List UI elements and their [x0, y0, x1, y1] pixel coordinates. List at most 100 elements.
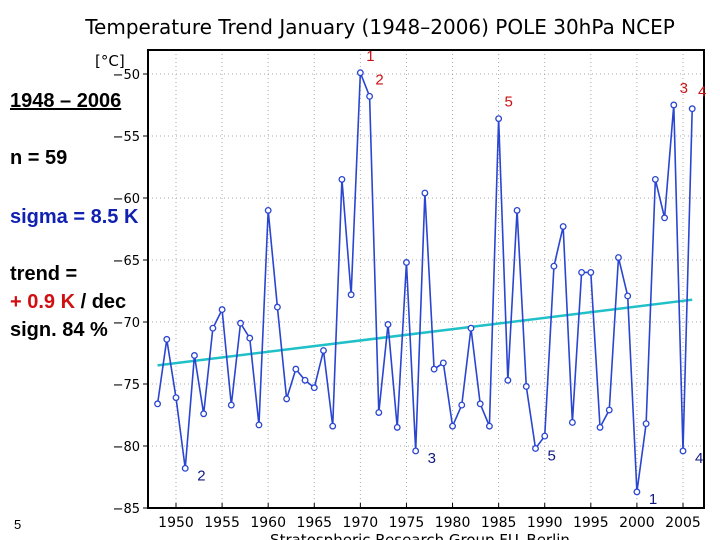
data-point: [661, 214, 669, 222]
data-point: [550, 262, 558, 270]
trend-label: trend =: [10, 263, 78, 285]
x-tick-label: 1965: [296, 515, 332, 531]
y-tick-label: −60: [113, 192, 140, 207]
x-tick-label: 1960: [250, 515, 286, 531]
data-point: [320, 347, 327, 354]
data-point: [209, 324, 217, 332]
data-point: [347, 291, 355, 299]
data-point: [624, 292, 632, 300]
data-point: [154, 400, 162, 408]
data-point: [485, 422, 493, 430]
data-point: [615, 254, 622, 261]
trend-line: [157, 298, 693, 367]
warm-rank-label: 3: [680, 80, 688, 97]
data-point: [642, 420, 650, 428]
data-point: [366, 92, 374, 100]
data-point: [338, 175, 346, 183]
data-point: [679, 447, 687, 455]
data-point: [421, 189, 429, 197]
x-tick-label: 1980: [435, 515, 471, 531]
data-point: [578, 268, 586, 276]
x-tick-label: 2005: [665, 515, 701, 531]
y-tick-label: −50: [113, 68, 140, 83]
data-point: [449, 422, 456, 430]
cold-rank-label: 1: [649, 491, 657, 508]
data-point: [237, 319, 244, 327]
data-point: [476, 400, 484, 408]
y-tick-label: −85: [113, 502, 140, 517]
warm-rank-label: 1: [366, 48, 374, 65]
data-point: [246, 334, 254, 342]
x-tick-label: 1955: [204, 515, 240, 531]
data-point: [670, 101, 678, 109]
data-point: [356, 69, 364, 77]
x-tick-label: 1990: [527, 515, 563, 531]
warm-rank-label: 4: [698, 84, 706, 101]
y-tick-label: −65: [113, 254, 140, 269]
data-point: [218, 306, 226, 314]
data-point: [605, 406, 613, 414]
cold-rank-label: 3: [428, 450, 436, 467]
data-point: [292, 365, 300, 373]
trend-value: + 0.9 K: [10, 291, 76, 313]
data-point: [200, 410, 208, 418]
data-point: [172, 394, 180, 402]
x-tick-label: 2000: [619, 515, 655, 531]
data-point: [532, 445, 539, 452]
x-tick-label: 1950: [158, 515, 194, 531]
y-tick-label: −70: [113, 316, 140, 331]
data-point: [467, 324, 475, 332]
page-number: 5: [14, 517, 21, 532]
data-point: [375, 409, 383, 416]
data-point: [181, 464, 189, 472]
data-point: [522, 383, 530, 390]
y-tick-label: −80: [113, 440, 140, 455]
data-point: [596, 423, 604, 431]
chart-title: Temperature Trend January (1948–2006) PO…: [84, 15, 675, 39]
data-point: [310, 384, 318, 392]
data-point: [513, 206, 521, 214]
y-tick-label: −55: [113, 130, 140, 145]
data-point: [651, 175, 659, 183]
data-point: [568, 418, 576, 426]
y-tick-label: −75: [113, 378, 140, 393]
trend-line-text: + 0.9 K / dec: [10, 291, 126, 314]
warm-rank-label: 5: [504, 94, 512, 111]
x-tick-label: 1995: [573, 515, 609, 531]
data-point: [559, 223, 567, 230]
warm-rank-label: 2: [375, 71, 383, 88]
y-axis-label: [°C]: [95, 52, 125, 70]
data-point: [255, 421, 263, 429]
data-point: [688, 105, 696, 113]
x-tick-label: 1985: [481, 515, 517, 531]
data-point: [633, 488, 641, 496]
data-point: [504, 376, 512, 384]
data-point: [587, 268, 595, 276]
x-tick-label: 1970: [343, 515, 379, 531]
plot-frame: [147, 49, 705, 509]
data-point: [393, 423, 401, 431]
data-point: [329, 422, 337, 430]
data-point: [163, 335, 171, 343]
sample-count: n = 59: [10, 147, 68, 169]
x-tick-label: 1975: [389, 515, 425, 531]
data-point: [301, 376, 309, 384]
data-point: [190, 352, 198, 359]
data-point: [430, 365, 438, 373]
footer-credit: Stratospheric Research Group FU–Berlin: [270, 531, 570, 540]
data-point: [403, 259, 410, 266]
data-point: [384, 321, 392, 328]
significance: sign. 84 %: [10, 319, 108, 341]
trend-unit: / dec: [75, 291, 127, 313]
data-point: [458, 401, 466, 409]
cold-rank-label: 2: [197, 467, 205, 484]
period-label: 1948 – 2006: [10, 90, 122, 112]
data-point: [283, 395, 291, 403]
data-point: [264, 206, 272, 214]
sigma-value: sigma = 8.5 K: [10, 206, 139, 228]
data-point: [412, 447, 420, 455]
cold-rank-label: 5: [548, 447, 556, 464]
data-point: [495, 115, 503, 123]
data-point: [273, 303, 281, 311]
